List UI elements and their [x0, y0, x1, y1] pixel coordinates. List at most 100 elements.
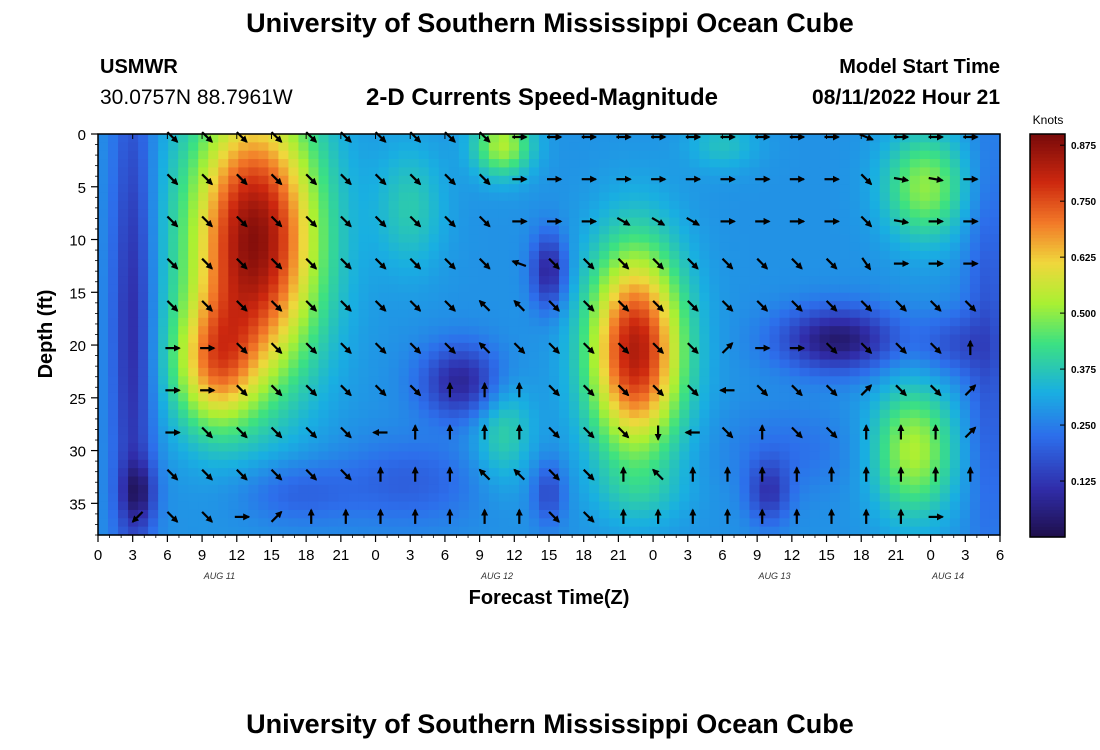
heatmap-cell — [649, 418, 660, 427]
heatmap-cell — [388, 242, 400, 252]
heatmap-cell — [959, 493, 971, 503]
heatmap-cell — [258, 192, 269, 202]
heatmap-cell — [839, 459, 851, 469]
heatmap-cell — [979, 509, 991, 519]
heatmap-cell — [819, 418, 831, 427]
heatmap-cell — [559, 167, 570, 177]
heatmap-cell — [438, 443, 450, 453]
current-vector — [340, 342, 352, 354]
heatmap-cell — [959, 434, 971, 444]
heatmap-cell — [148, 209, 159, 219]
heatmap-cell — [398, 501, 410, 511]
heatmap-cell — [669, 443, 680, 453]
heatmap-cell — [458, 401, 470, 411]
heatmap-cell — [599, 175, 610, 185]
heatmap-cell — [108, 509, 119, 519]
heatmap-cell — [318, 142, 330, 152]
heatmap-cell — [468, 484, 480, 494]
heatmap-cell — [959, 342, 971, 352]
model-start-label: Model Start Time — [839, 56, 1000, 78]
heatmap-cell — [168, 142, 179, 152]
colorbar-label: Knots — [1033, 113, 1064, 127]
page-title: University of Southern Mississippi Ocean… — [246, 8, 854, 38]
heatmap-cell — [789, 401, 801, 411]
heatmap-cell — [599, 301, 610, 311]
heatmap-cell — [569, 468, 580, 478]
heatmap-cell — [248, 426, 259, 436]
heatmap-cell — [899, 234, 911, 244]
heatmap-cell — [458, 234, 470, 244]
heatmap-cell — [498, 443, 510, 453]
heatmap-cell — [198, 392, 209, 402]
heatmap-cell — [759, 317, 771, 327]
heatmap-cell — [949, 426, 961, 436]
heatmap-cell — [158, 509, 169, 519]
heatmap-cell — [639, 326, 650, 336]
heatmap-cell — [819, 309, 831, 319]
heatmap-cell — [819, 351, 831, 361]
heatmap-cell — [368, 459, 380, 469]
heatmap-cell — [268, 301, 279, 311]
heatmap-cell — [538, 351, 550, 361]
heatmap-cell — [218, 509, 229, 519]
heatmap-cell — [388, 518, 400, 528]
heatmap-cell — [789, 518, 801, 528]
heatmap-cell — [709, 292, 720, 302]
heatmap-cell — [889, 426, 901, 436]
heatmap-cell — [739, 401, 751, 411]
heatmap-cell — [899, 242, 911, 252]
heatmap-cell — [98, 234, 109, 244]
heatmap-cell — [428, 309, 440, 319]
heatmap-cell — [388, 359, 400, 369]
heatmap-cell — [989, 468, 1001, 478]
heatmap-cell — [949, 401, 961, 411]
heatmap-cell — [358, 367, 370, 377]
heatmap-cell — [268, 434, 279, 444]
heatmap-cell — [879, 384, 891, 394]
heatmap-cell — [689, 518, 700, 528]
heatmap-cell — [258, 468, 269, 478]
heatmap-cell — [318, 392, 330, 402]
heatmap-cell — [839, 334, 851, 344]
heatmap-cell — [659, 376, 670, 386]
heatmap-cell — [799, 276, 811, 285]
heatmap-cell — [148, 501, 159, 511]
heatmap-cell — [248, 409, 259, 419]
heatmap-cell — [709, 242, 720, 252]
heatmap-cell — [849, 359, 861, 369]
heatmap-cell — [819, 468, 831, 478]
heatmap-cell — [428, 150, 440, 160]
heatmap-cell — [118, 142, 129, 152]
heatmap-cell — [368, 434, 380, 444]
heatmap-cell — [528, 342, 540, 352]
heatmap-cell — [278, 451, 290, 461]
heatmap-cell — [849, 301, 861, 311]
heatmap-cell — [809, 359, 821, 369]
heatmap-cell — [739, 217, 751, 227]
heatmap-cell — [549, 526, 560, 536]
heatmap-cell — [168, 317, 179, 327]
heatmap-cell — [939, 526, 951, 536]
heatmap-cell — [178, 259, 189, 269]
heatmap-cell — [218, 309, 229, 319]
heatmap-cell — [468, 518, 480, 528]
heatmap-cell — [819, 209, 831, 219]
heatmap-cell — [809, 476, 821, 486]
heatmap-cell — [739, 451, 751, 461]
heatmap-cell — [488, 159, 500, 169]
heatmap-cell — [428, 509, 440, 519]
current-vector — [166, 215, 179, 228]
heatmap-cell — [619, 184, 630, 194]
heatmap-cell — [438, 301, 450, 311]
heatmap-cell — [308, 392, 320, 402]
heatmap-cell — [869, 434, 881, 444]
heatmap-cell — [859, 326, 871, 336]
heatmap-cell — [909, 159, 921, 169]
heatmap-cell — [398, 334, 410, 344]
current-vector — [861, 257, 872, 271]
heatmap-cell — [939, 401, 951, 411]
heatmap-cell — [689, 150, 700, 160]
heatmap-cell — [388, 476, 400, 486]
heatmap-cell — [518, 484, 530, 494]
heatmap-cell — [859, 518, 871, 528]
